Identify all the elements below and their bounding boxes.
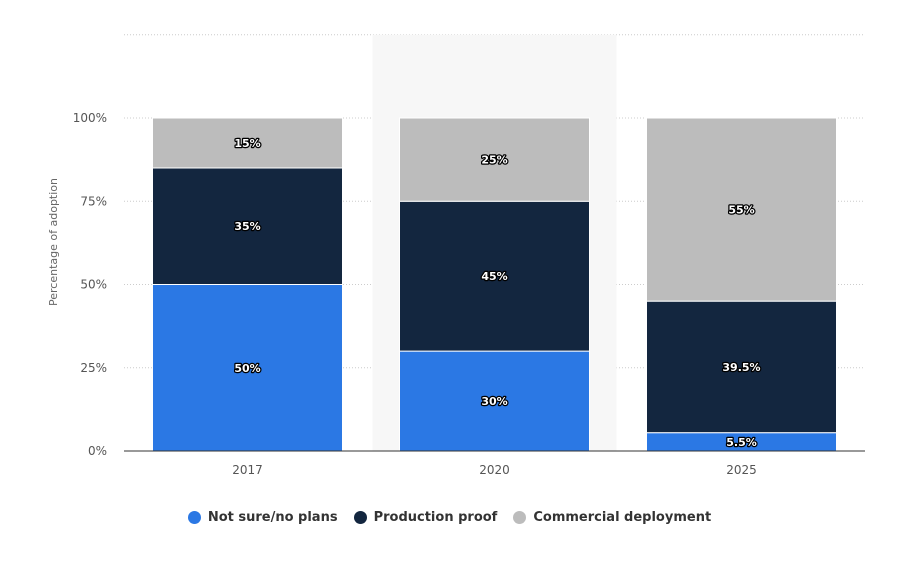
legend-item-production-proof[interactable]: Production proof [353, 510, 498, 525]
y-tick-label: 0% [88, 444, 107, 458]
data-label: 30% [481, 395, 507, 408]
legend: Not sure/no plans Production proof Comme… [0, 510, 899, 525]
data-label: 39.5% [722, 361, 760, 374]
legend-label: Commercial deployment [533, 510, 712, 525]
x-tick-label: 2020 [479, 463, 510, 477]
y-axis-title: Percentage of adoption [47, 178, 60, 306]
x-tick-label: 2025 [726, 463, 757, 477]
legend-dot-icon [513, 511, 527, 524]
bar-segment[interactable] [152, 117, 343, 169]
data-label: 50% [234, 362, 260, 375]
data-label: 55% [728, 204, 754, 217]
bar-segment[interactable] [399, 117, 590, 202]
y-tick-label: 100% [73, 111, 107, 125]
legend-item-not-sure[interactable]: Not sure/no plans [187, 510, 338, 525]
legend-label: Production proof [373, 510, 498, 525]
legend-dot-icon [187, 511, 201, 524]
bars [152, 117, 837, 452]
y-tick-label: 25% [80, 361, 107, 375]
bar-segment[interactable] [152, 167, 343, 285]
x-tick-label: 2017 [232, 463, 263, 477]
y-tick-label: 75% [80, 194, 107, 208]
legend-item-commercial-deployment[interactable]: Commercial deployment [513, 510, 711, 525]
data-label: 15% [234, 137, 260, 150]
legend-dot-icon [353, 511, 367, 524]
bar-segment[interactable] [399, 200, 590, 352]
y-tick-label: 50% [80, 278, 107, 292]
data-label: 5.5% [726, 436, 757, 449]
data-label: 35% [234, 220, 260, 233]
data-label: 45% [481, 270, 507, 283]
bar-segment[interactable] [646, 117, 837, 302]
bar-segment[interactable] [646, 300, 837, 434]
bar-segment[interactable] [152, 284, 343, 452]
legend-label: Not sure/no plans [207, 510, 338, 525]
data-label: 25% [481, 154, 507, 167]
data-labels: 50% 35% 15% 30% 45% 25% 5.5% 39.5% 55% [233, 136, 762, 450]
axes: 0% 25% 50% 75% 100% 2017 2020 2025 [73, 111, 865, 477]
